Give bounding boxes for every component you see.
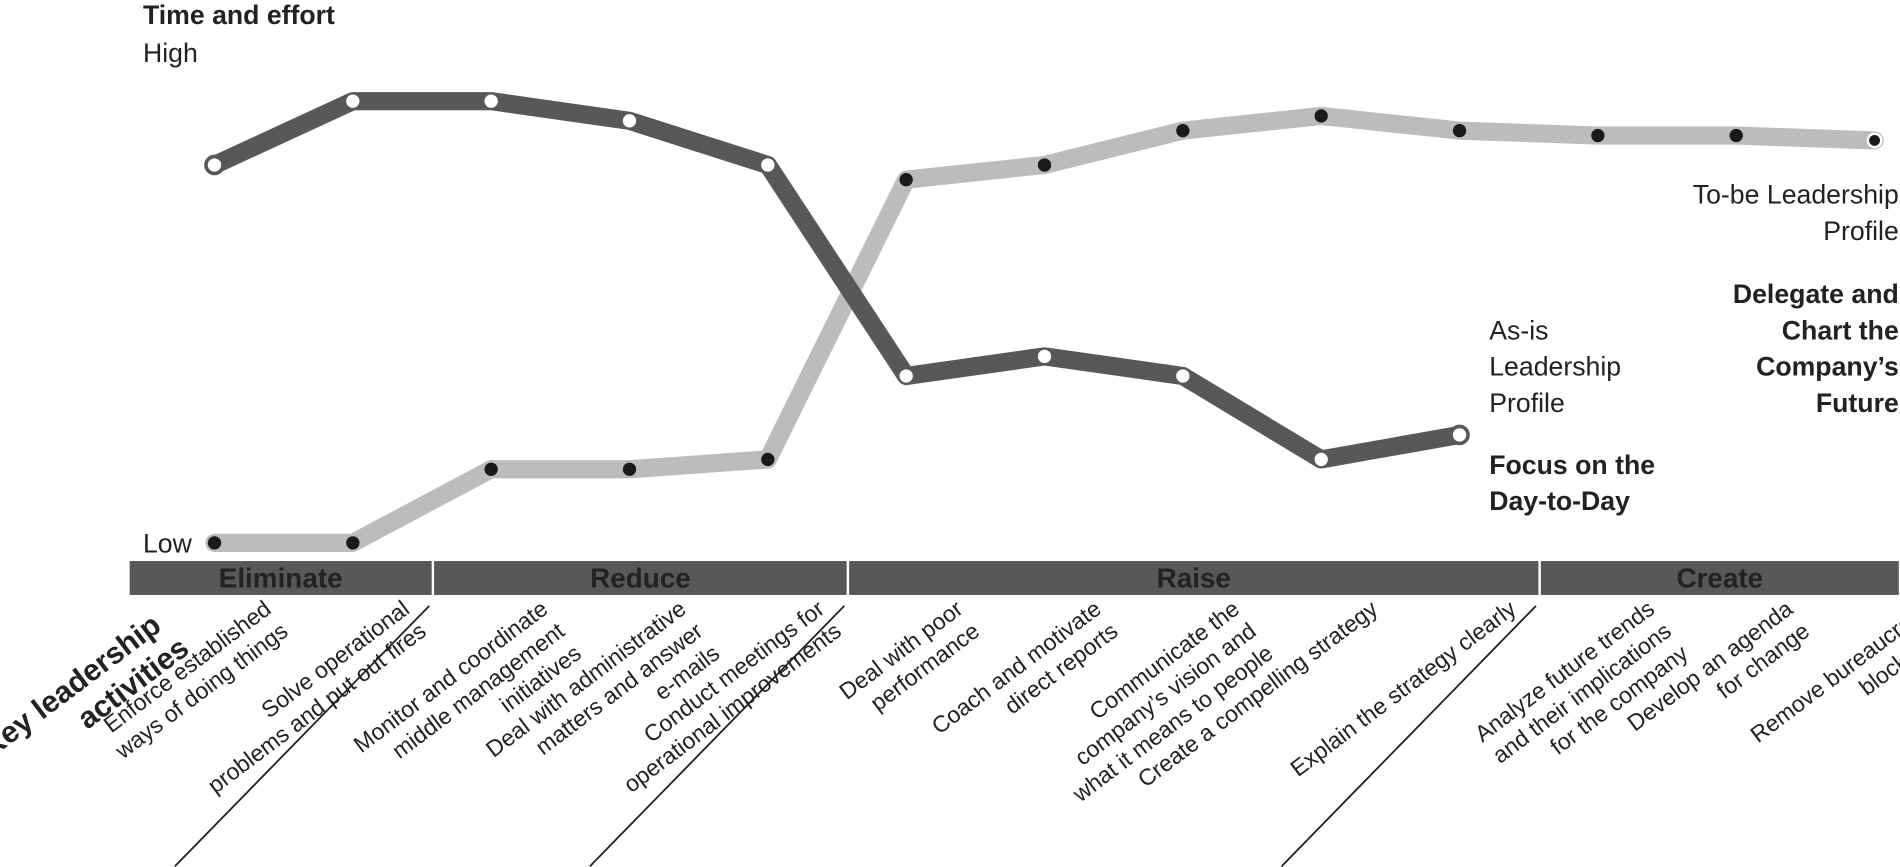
group-label: Reduce [590,563,691,594]
data-point [899,369,913,383]
series-label: Focus on the Day-to-Day [1489,449,1656,517]
data-point [1866,132,1883,149]
data-point [484,94,498,108]
category-label-line: Explain the strategy clearly [1285,595,1521,782]
series-name: As-is Leadership Profile [1489,315,1622,419]
group-separator [1280,605,1537,867]
group-bar [129,561,432,595]
data-point [1037,158,1052,172]
data-point [761,452,775,467]
series-tagline: Focus on the Day-to-Day [1489,449,1656,517]
series-name: To-be Leadership Profile [1692,179,1899,246]
data-point [1037,349,1052,364]
data-point [1176,123,1190,138]
group-separator [174,605,430,867]
data-point [204,154,225,176]
data-point [346,536,360,550]
data-point [1314,452,1328,467]
y-tick-label: Low [143,529,193,559]
data-point [346,94,360,108]
category-label: Explain the strategy clearly [1285,595,1521,782]
series-label: Delegate and Chart the Company’s Future [1732,278,1899,419]
data-point [1591,128,1605,143]
data-point [1449,424,1470,446]
group-separator [589,605,845,867]
series-label: As-is Leadership Profile [1489,315,1622,419]
group-bar [1540,561,1899,595]
y-tick-label: High [143,38,198,68]
data-point [484,462,498,476]
group-label: Create [1676,563,1763,594]
y-axis-title: Time and effort [143,0,335,30]
group-label: Eliminate [219,563,343,594]
series-label: To-be Leadership Profile [1692,179,1899,246]
series-tagline: Delegate and Chart the Company’s Future [1732,278,1899,419]
group-bar [434,561,847,595]
series-line [205,92,1469,469]
data-point [1314,109,1328,123]
data-point [1452,123,1467,138]
data-point [761,158,775,172]
data-point [207,536,222,550]
data-point [1729,128,1743,143]
group-label: Raise [1157,563,1231,594]
data-point [1176,369,1190,383]
data-point [622,462,637,476]
group-bar [849,561,1539,595]
data-point [899,173,913,187]
data-point [622,114,637,128]
